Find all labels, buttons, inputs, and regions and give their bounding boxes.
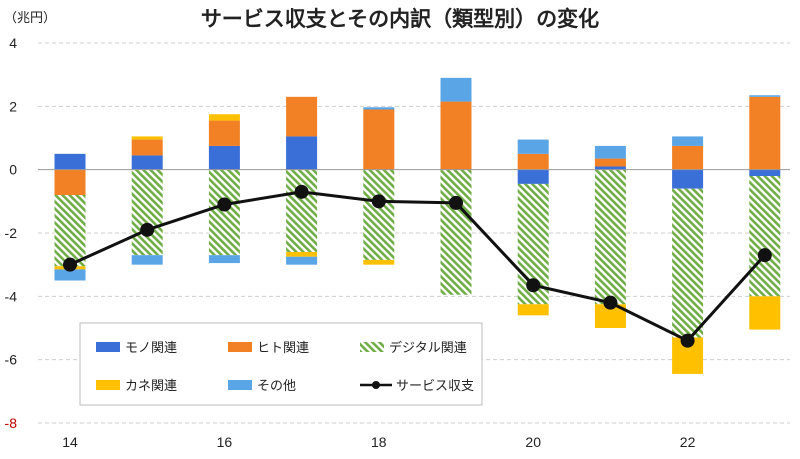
bar-segment-デジタル関連-2021 bbox=[594, 169, 626, 305]
bar-segment-カネ関連-2017 bbox=[286, 252, 318, 257]
total-point-2020 bbox=[526, 278, 541, 293]
y-axis-unit-label: （兆円） bbox=[4, 11, 56, 26]
total-point-2021 bbox=[603, 295, 618, 310]
bar-segment-その他-2014 bbox=[54, 269, 86, 281]
bar-segment-その他-2016 bbox=[208, 255, 240, 264]
y-tick-label: -2 bbox=[5, 225, 18, 241]
legend-label: デジタル関連 bbox=[389, 340, 467, 356]
bar-segment-ヒト関連-2019 bbox=[440, 101, 472, 170]
y-tick-label: 0 bbox=[9, 162, 17, 178]
bar-segment-モノ関連-2017 bbox=[286, 136, 318, 170]
x-axis-ticks: 14 16 18 20 22 bbox=[62, 434, 695, 450]
y-tick-label: -6 bbox=[5, 352, 18, 368]
gridlines bbox=[38, 42, 790, 424]
bar-segment-カネ関連-2016 bbox=[208, 114, 240, 121]
bar-segment-その他-2015 bbox=[131, 255, 163, 265]
total-point-2019 bbox=[449, 195, 463, 210]
bar-segment-ヒト関連-2023 bbox=[749, 96, 781, 170]
bar-segment-その他-2019 bbox=[440, 77, 472, 102]
bar-segment-ヒト関連-2014 bbox=[54, 169, 86, 195]
legend-swatch bbox=[96, 380, 120, 390]
legend-swatch bbox=[228, 380, 252, 390]
bar-segment-デジタル関連-2022 bbox=[672, 188, 704, 338]
y-tick-label: 4 bbox=[9, 35, 17, 51]
bar-segment-その他-2018 bbox=[363, 107, 395, 110]
legend-label: モノ関連 bbox=[125, 341, 177, 356]
bar-segment-ヒト関連-2020 bbox=[517, 153, 549, 170]
y-tick-label: 2 bbox=[9, 98, 17, 114]
bar-segment-モノ関連-2023 bbox=[749, 169, 781, 176]
total-point-2022 bbox=[680, 333, 695, 348]
stacked-bars bbox=[54, 77, 781, 374]
bar-segment-モノ関連-2014 bbox=[54, 153, 86, 170]
bar-segment-ヒト関連-2021 bbox=[594, 158, 626, 167]
chart-title: サービス収支とその内訳（類型別）の変化 bbox=[201, 7, 599, 31]
legend-swatch bbox=[360, 342, 384, 352]
bar-segment-モノ関連-2015 bbox=[131, 155, 163, 170]
total-point-2018 bbox=[371, 194, 386, 209]
bar-segment-デジタル関連-2015 bbox=[131, 169, 163, 256]
bar-segment-その他-2020 bbox=[517, 139, 549, 154]
bar-segment-モノ関連-2022 bbox=[672, 169, 704, 189]
total-point-2015 bbox=[140, 222, 155, 237]
bar-segment-カネ関連-2020 bbox=[517, 304, 549, 316]
total-point-2017 bbox=[294, 184, 309, 199]
y-axis-ticks: 4 2 0 -2 -4 -6 -8 bbox=[5, 35, 18, 431]
bar-segment-ヒト関連-2017 bbox=[286, 96, 318, 137]
bar-segment-カネ関連-2018 bbox=[363, 259, 395, 265]
legend-label: カネ関連 bbox=[125, 379, 177, 394]
legend-swatch bbox=[228, 342, 252, 352]
x-tick-label: 16 bbox=[217, 434, 233, 450]
legend-label: その他 bbox=[257, 379, 296, 394]
x-tick-label: 14 bbox=[62, 434, 78, 450]
bar-segment-その他-2023 bbox=[749, 95, 781, 97]
legend-label: ヒト関連 bbox=[257, 341, 309, 356]
x-tick-label: 20 bbox=[525, 434, 541, 450]
total-line-series bbox=[63, 184, 772, 348]
legend-swatch bbox=[96, 342, 120, 352]
legend-label: サービス収支 bbox=[396, 379, 474, 394]
total-point-2016 bbox=[217, 197, 232, 212]
bar-segment-ヒト関連-2016 bbox=[208, 120, 240, 146]
bar-segment-デジタル関連-2016 bbox=[208, 169, 240, 256]
bar-segment-デジタル関連-2017 bbox=[286, 169, 318, 252]
bar-segment-モノ関連-2020 bbox=[517, 169, 549, 184]
legend-box bbox=[79, 322, 483, 406]
bar-segment-その他-2021 bbox=[594, 145, 626, 159]
bar-segment-ヒト関連-2022 bbox=[672, 145, 704, 170]
bar-segment-モノ関連-2016 bbox=[208, 145, 240, 170]
y-tick-label: -8 bbox=[5, 415, 18, 431]
total-line bbox=[69, 190, 766, 343]
x-tick-label: 18 bbox=[371, 434, 387, 450]
y-tick-label: -4 bbox=[5, 288, 18, 304]
bar-segment-ヒト関連-2018 bbox=[363, 109, 395, 170]
total-point-2023 bbox=[757, 248, 772, 263]
bar-segment-デジタル関連-2014 bbox=[54, 195, 86, 267]
bar-segment-カネ関連-2021 bbox=[594, 304, 626, 328]
bar-segment-その他-2022 bbox=[672, 136, 704, 146]
x-tick-label: 22 bbox=[680, 434, 696, 450]
bar-segment-デジタル関連-2023 bbox=[749, 176, 781, 297]
bar-segment-デジタル関連-2018 bbox=[363, 169, 395, 260]
total-point-2014 bbox=[63, 257, 77, 272]
bar-segment-モノ関連-2021 bbox=[594, 166, 626, 170]
bar-segment-カネ関連-2015 bbox=[131, 136, 163, 140]
bar-segment-デジタル関連-2019 bbox=[440, 169, 472, 295]
legend-marker bbox=[372, 381, 380, 389]
bar-segment-カネ関連-2023 bbox=[749, 296, 781, 330]
bar-segment-ヒト関連-2015 bbox=[131, 139, 163, 156]
bar-segment-その他-2017 bbox=[286, 256, 318, 265]
